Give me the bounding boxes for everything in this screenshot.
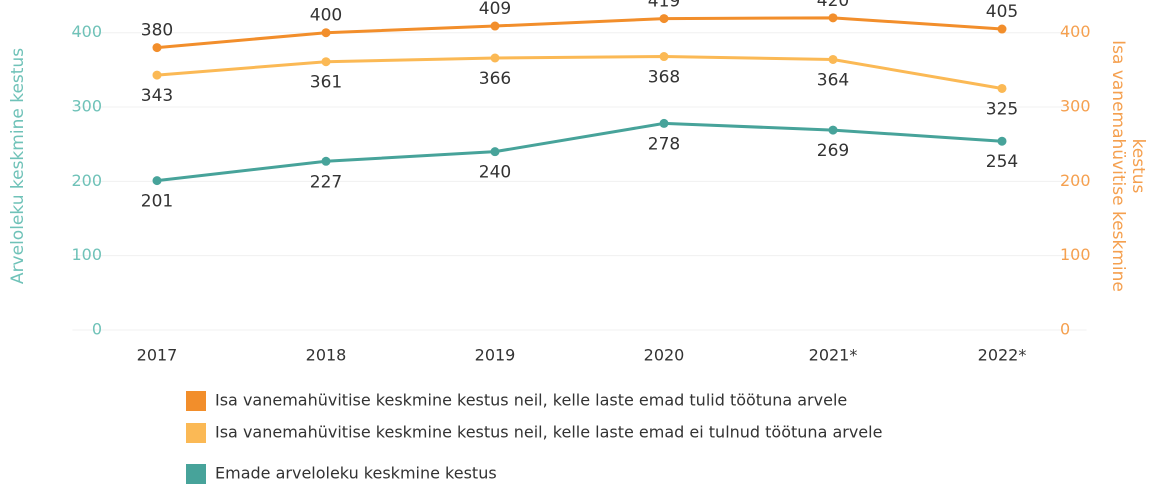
y2-axis-label: Isa vanemahüvitise keskmine — [1108, 40, 1128, 292]
point — [997, 24, 1007, 34]
x-tick-label: 2021* — [809, 346, 858, 365]
point — [997, 83, 1007, 93]
y2-tick-label: 0 — [1060, 320, 1070, 339]
data-label: 325 — [986, 99, 1018, 119]
y-tick-label: 0 — [92, 320, 102, 339]
data-label: 269 — [817, 141, 849, 161]
data-label: 343 — [141, 86, 173, 106]
legend-swatch — [186, 391, 206, 411]
data-label: 366 — [479, 69, 511, 89]
x-tick-label: 2019 — [475, 346, 516, 365]
y2-tick-label: 300 — [1060, 97, 1091, 116]
point — [490, 21, 500, 31]
data-label: 405 — [986, 2, 1018, 22]
point — [828, 125, 838, 135]
y2-tick-label: 200 — [1060, 171, 1091, 190]
y2-tick-label: 400 — [1060, 22, 1091, 41]
point — [828, 54, 838, 64]
y2-axis-label: kestus — [1128, 139, 1148, 194]
line — [156, 55, 1003, 90]
x-tick-label: 2022* — [978, 346, 1027, 365]
data-label: 400 — [310, 6, 342, 26]
data-label: 254 — [986, 152, 1018, 172]
line — [156, 121, 1003, 183]
line — [156, 16, 1003, 50]
data-label: 364 — [817, 70, 849, 90]
point — [490, 53, 500, 63]
x-tick-label: 2017 — [137, 346, 178, 365]
point — [152, 43, 162, 53]
legend-swatch — [186, 423, 206, 443]
data-label: 201 — [141, 192, 173, 212]
y2-tick-label: 100 — [1060, 245, 1091, 264]
legend-label: Isa vanemahüvitise keskmine kestus neil,… — [215, 391, 847, 410]
data-label: 419 — [648, 0, 680, 12]
point — [152, 70, 162, 80]
data-label: 368 — [648, 68, 680, 88]
legend-label: Isa vanemahüvitise keskmine kestus neil,… — [215, 423, 882, 442]
x-tick-label: 2018 — [306, 346, 347, 365]
point — [321, 28, 331, 38]
point — [659, 118, 669, 128]
point — [321, 57, 331, 67]
data-label: 380 — [141, 21, 173, 41]
x-tick-label: 2020 — [644, 346, 685, 365]
point — [490, 147, 500, 157]
point — [152, 176, 162, 186]
data-label: 409 — [479, 0, 511, 19]
y-tick-label: 300 — [71, 97, 102, 116]
data-label: 278 — [648, 134, 680, 154]
legend-label: Emade arveloleku keskmine kestus — [215, 464, 497, 483]
data-label: 361 — [310, 73, 342, 93]
point — [659, 14, 669, 24]
y-tick-label: 200 — [71, 171, 102, 190]
point — [321, 156, 331, 166]
data-label: 420 — [817, 0, 849, 11]
point — [997, 136, 1007, 146]
data-label: 227 — [310, 172, 342, 192]
legend-swatch — [186, 464, 206, 484]
y-axis-label: Arveloleku keskmine kestus — [8, 48, 28, 284]
y-tick-label: 400 — [71, 22, 102, 41]
y-tick-label: 100 — [71, 245, 102, 264]
data-label: 240 — [479, 163, 511, 183]
point — [659, 52, 669, 62]
point — [828, 13, 838, 23]
